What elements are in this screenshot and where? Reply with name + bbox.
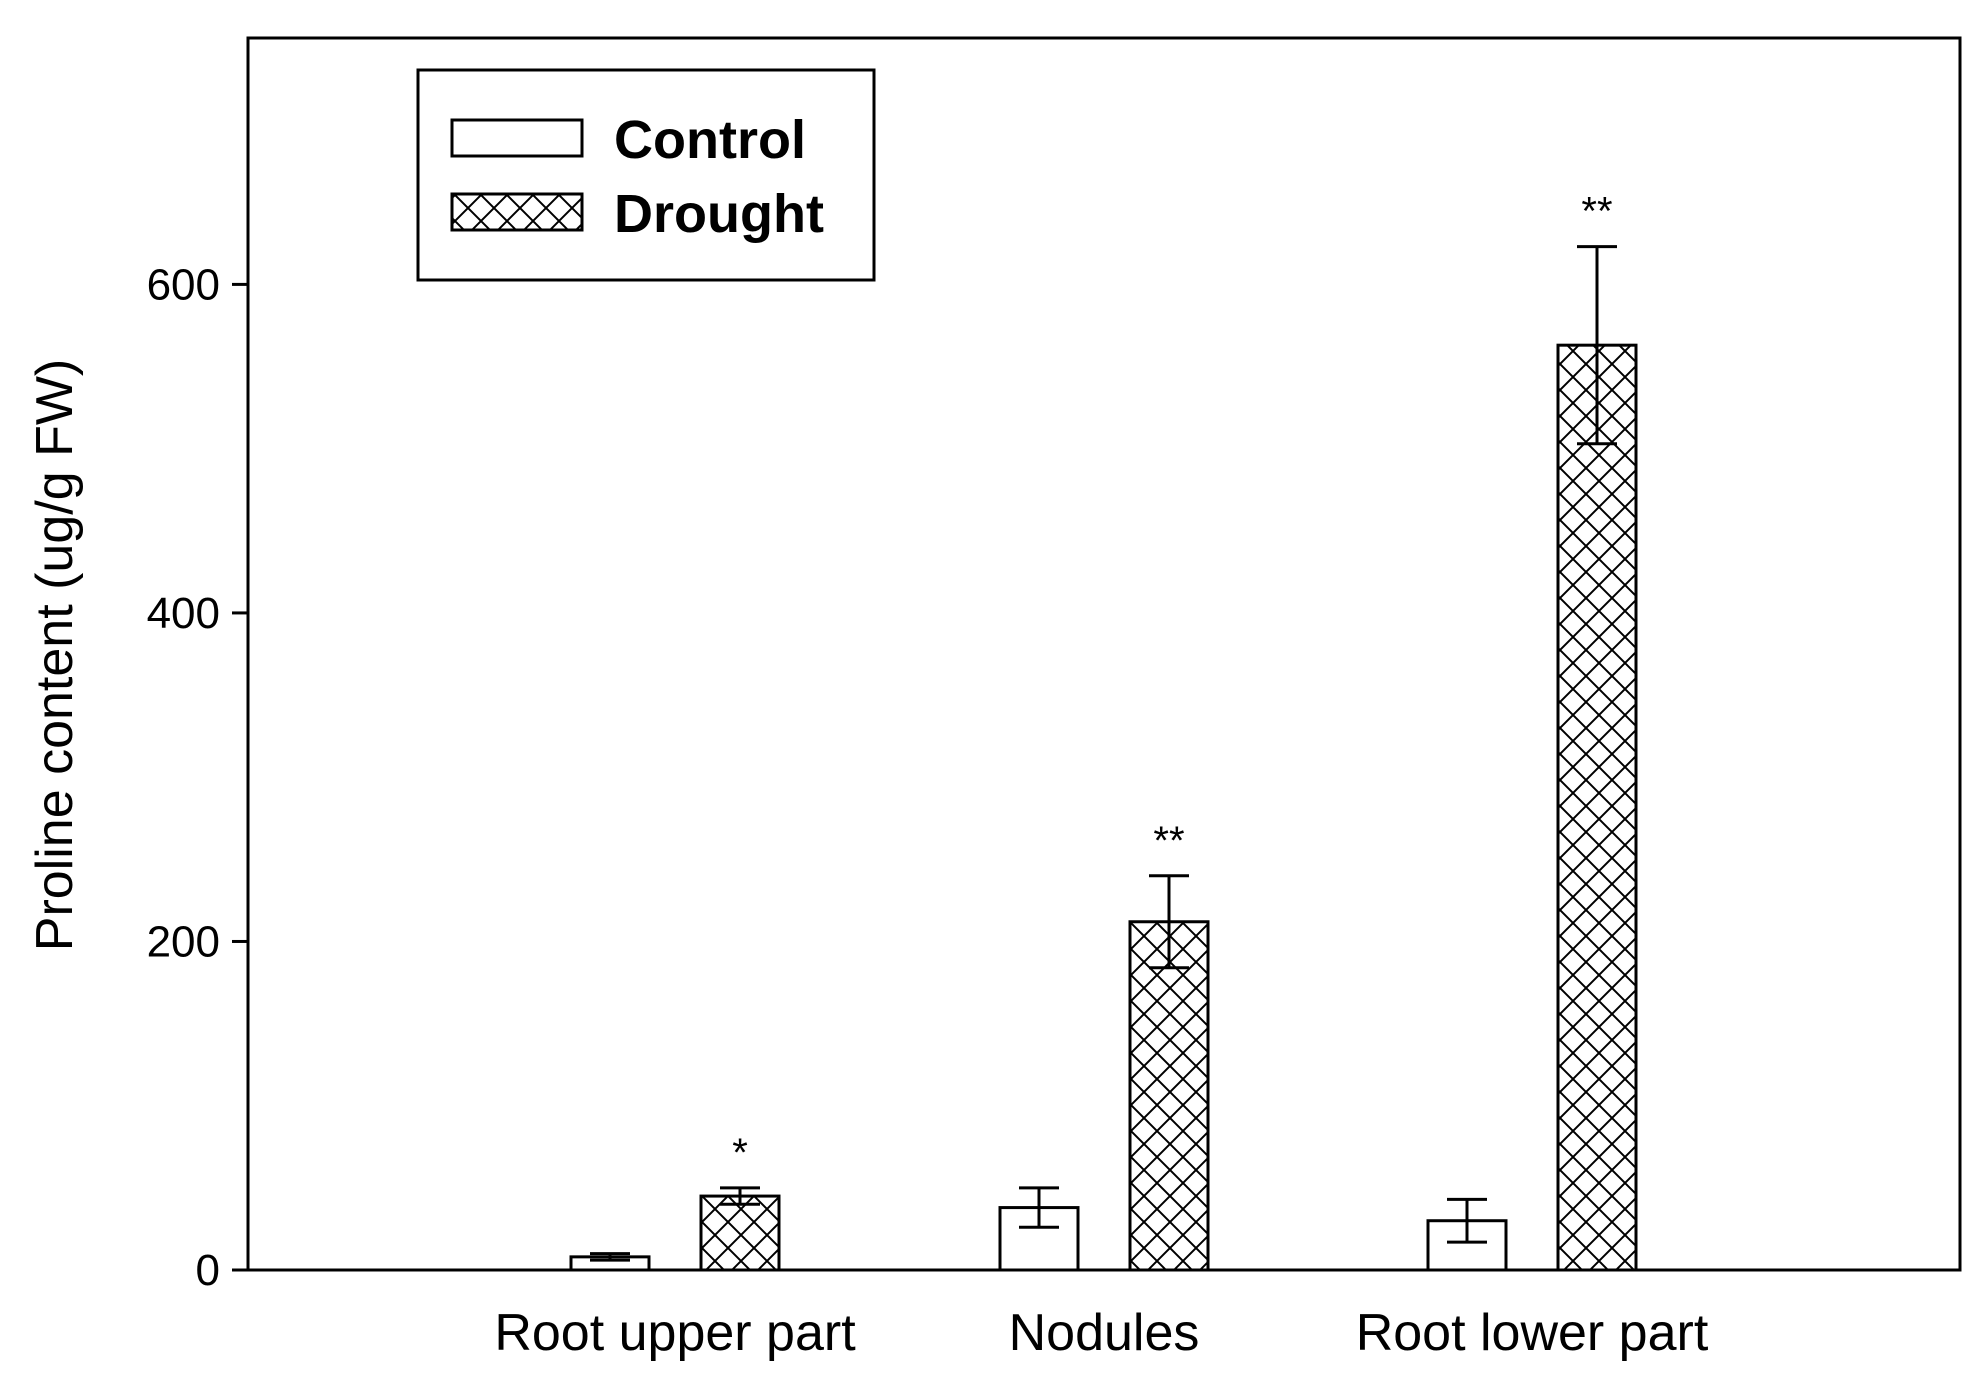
- legend-label-drought: Drought: [614, 184, 824, 244]
- legend-swatch-control: [450, 118, 584, 158]
- x-category-label: Nodules: [1009, 1304, 1200, 1362]
- significance-label: **: [1153, 819, 1184, 863]
- bar-drought-0: [699, 1194, 781, 1272]
- bar-drought-2: [1556, 343, 1638, 1272]
- bar-control-2: [1426, 1219, 1508, 1272]
- significance-label: **: [1581, 190, 1612, 234]
- y-tick-label: 600: [147, 260, 220, 309]
- x-category-label: Root lower part: [1356, 1304, 1709, 1362]
- y-tick-label: 200: [147, 917, 220, 966]
- legend-box: [416, 68, 876, 282]
- significance-label: *: [732, 1131, 748, 1175]
- y-axis: 0 200 400 600: [147, 260, 248, 1295]
- y-tick-label: 400: [147, 589, 220, 638]
- legend-label-control: Control: [614, 110, 806, 170]
- legend: Control Drought: [416, 68, 876, 282]
- x-category-label: Root upper part: [494, 1304, 856, 1362]
- y-tick-label: 0: [196, 1246, 220, 1295]
- x-axis: Root upper part Nodules Root lower part: [494, 1304, 1709, 1362]
- plot-frame: [246, 36, 1962, 1272]
- bars-group: *****: [569, 190, 1638, 1272]
- bar-drought-1: [1128, 920, 1210, 1272]
- y-axis-title: Proline content (ug/g FW): [26, 359, 84, 951]
- legend-swatch-drought: [450, 192, 584, 232]
